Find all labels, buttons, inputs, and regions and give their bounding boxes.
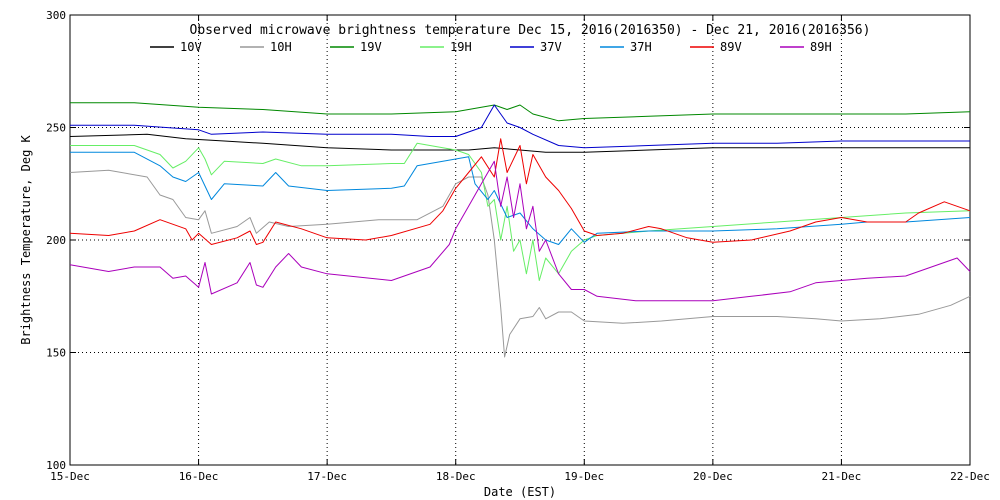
legend-label-19v: 19V <box>360 40 382 54</box>
legend-label-37v: 37V <box>540 40 562 54</box>
series-line-10h <box>69 169 971 358</box>
y-tick-label: 150 <box>46 347 66 360</box>
series-line-19v <box>70 102 971 122</box>
legend-label-89v: 89V <box>720 40 742 54</box>
legend-label-37h: 37H <box>630 40 652 54</box>
x-tick-label: 21-Dec <box>822 470 862 483</box>
x-tick-label: 19-Dec <box>564 470 604 483</box>
x-tick-label: 18-Dec <box>436 470 476 483</box>
series-line-37v <box>70 104 970 149</box>
series-line-10v <box>69 133 970 153</box>
y-tick-label: 250 <box>46 122 66 135</box>
series-line-89v <box>69 138 971 245</box>
x-tick-label: 22-Dec <box>950 470 990 483</box>
y-axis-label: Brightness Temperature, Deg K <box>19 134 33 344</box>
legend: 10V 10H 19V 19H 37V 37H 89V 89H <box>150 40 832 54</box>
axis-ticks: 15-Dec 16-Dec 17-Dec 18-Dec 19-Dec 20-Dec 21-D… <box>46 9 990 483</box>
legend-label-10v: 10V <box>180 40 202 54</box>
chart-title: Observed microwave brightness temperatur… <box>190 23 871 38</box>
y-tick-label: 300 <box>46 9 66 22</box>
legend-label-19h: 19H <box>450 40 472 54</box>
y-tick-label: 200 <box>46 234 66 247</box>
series-line-19h <box>70 142 971 281</box>
x-tick-label: 17-Dec <box>307 470 347 483</box>
series-line-89h <box>69 160 971 302</box>
legend-label-10h: 10H <box>270 40 292 54</box>
x-tick-label: 20-Dec <box>693 470 733 483</box>
x-axis-label: Date (EST) <box>484 485 556 499</box>
legend-label-89h: 89H <box>810 40 832 54</box>
series-lines <box>69 102 971 358</box>
series-line-37h <box>70 151 971 245</box>
y-tick-label: 100 <box>46 459 66 472</box>
x-tick-label: 15-Dec <box>50 470 90 483</box>
x-tick-label: 16-Dec <box>179 470 219 483</box>
